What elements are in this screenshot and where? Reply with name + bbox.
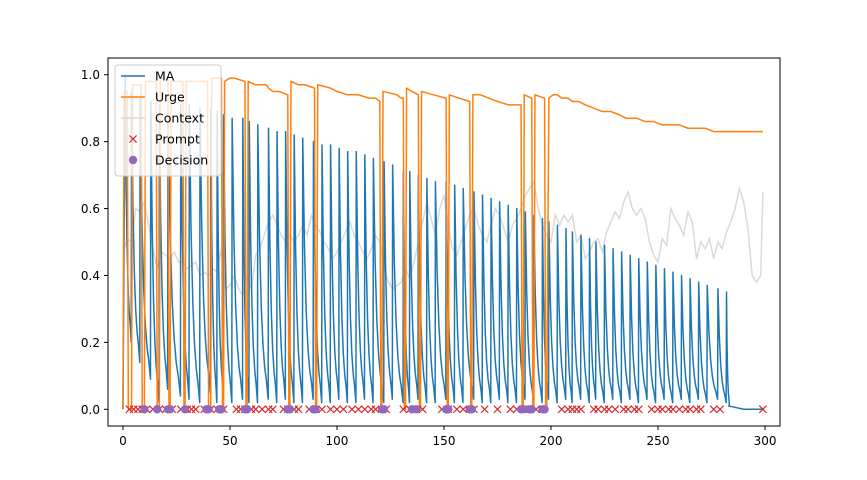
prompt-marker <box>647 405 656 414</box>
decision-marker <box>444 405 453 414</box>
legend-swatch-prompt <box>128 134 138 144</box>
prompt-marker <box>317 405 327 414</box>
decision-marker <box>379 405 389 414</box>
prompt-marker <box>668 405 678 414</box>
prompt-marker <box>251 405 260 414</box>
prompt-marker <box>686 405 695 414</box>
prompt-marker <box>294 405 303 414</box>
legend-label: Decision <box>155 153 208 168</box>
series-line-ma <box>122 73 763 411</box>
legend-item-urge: Urge <box>121 90 185 105</box>
prompt-marker <box>371 405 380 414</box>
prompt-marker <box>594 405 603 414</box>
prompt-marker <box>709 405 718 414</box>
x-tick-label: 50 <box>222 434 237 448</box>
prompt-marker <box>493 405 502 414</box>
prompt-marker <box>258 405 267 414</box>
prompt-marker <box>418 405 427 414</box>
decision-marker <box>527 405 536 414</box>
decision-marker <box>217 405 226 414</box>
decision-marker <box>153 405 162 414</box>
prompt-marker <box>716 405 725 414</box>
decision-marker <box>204 405 213 414</box>
decision-marker <box>411 405 421 414</box>
prompt-marker <box>354 405 363 414</box>
legend-item-decision: Decision <box>128 153 208 168</box>
prompt-marker <box>557 405 566 414</box>
prompt-marker <box>347 405 356 414</box>
prompt-marker <box>506 405 515 414</box>
decision-marker <box>140 405 149 414</box>
y-tick-label: 0.2 <box>81 336 100 350</box>
prompt-marker <box>696 405 705 414</box>
prompt-marker <box>268 405 277 414</box>
prompt-marker <box>675 405 684 414</box>
prompt-marker <box>332 405 342 414</box>
prompt-marker <box>191 405 200 414</box>
prompt-marker <box>576 405 585 414</box>
decision-marker <box>285 405 295 414</box>
decision-marker <box>180 405 190 414</box>
prompt-marker <box>604 405 613 414</box>
y-tick-label: 0.6 <box>81 202 100 216</box>
prompt-marker <box>480 405 489 414</box>
y-tick-label: 0.0 <box>81 403 100 417</box>
legend-box <box>114 64 222 177</box>
decision-marker <box>518 405 528 414</box>
prompt-marker <box>326 405 335 414</box>
prompt-marker <box>658 405 667 414</box>
prompt-marker <box>459 405 468 414</box>
prompt-marker <box>624 405 633 414</box>
prompt-marker <box>758 405 767 414</box>
x-tick-label: 200 <box>540 434 563 448</box>
y-tick-label: 0.4 <box>81 269 100 283</box>
x-tick-label: 0 <box>119 434 127 448</box>
y-tick-label: 0.8 <box>81 135 100 149</box>
prompt-marker <box>360 405 369 414</box>
x-tick-label: 150 <box>433 434 456 448</box>
legend-label: Context <box>155 111 204 126</box>
prompt-marker <box>611 405 620 414</box>
x-tick-label: 300 <box>754 434 777 448</box>
series-line-context <box>122 179 764 298</box>
prompt-marker <box>399 405 408 414</box>
legend-item-prompt: Prompt <box>128 132 200 147</box>
prompt-marker <box>339 405 348 414</box>
y-tick-label: 1.0 <box>81 68 100 82</box>
x-tick-label: 250 <box>647 434 670 448</box>
prompt-marker <box>452 405 461 414</box>
decision-marker <box>242 405 252 414</box>
decision-marker <box>540 405 549 414</box>
legend-swatch-decision <box>128 155 138 165</box>
legend-item-ma: MA <box>121 69 175 84</box>
decision-marker <box>311 405 320 414</box>
x-tick-label: 100 <box>326 434 349 448</box>
legend-label: Prompt <box>155 132 200 147</box>
prompt-marker <box>634 405 643 414</box>
legend: MA Urge Context Prompt Decision <box>114 64 222 177</box>
legend-item-context: Context <box>121 111 204 126</box>
decision-marker <box>165 405 175 414</box>
y-axis: 0.0 0.2 0.4 0.6 0.8 1.0 <box>81 68 108 417</box>
x-axis: 0 50 100 150 200 250 300 <box>119 426 776 448</box>
legend-label: Urge <box>155 90 185 105</box>
legend-label: MA <box>155 69 175 84</box>
decision-marker <box>467 405 477 414</box>
